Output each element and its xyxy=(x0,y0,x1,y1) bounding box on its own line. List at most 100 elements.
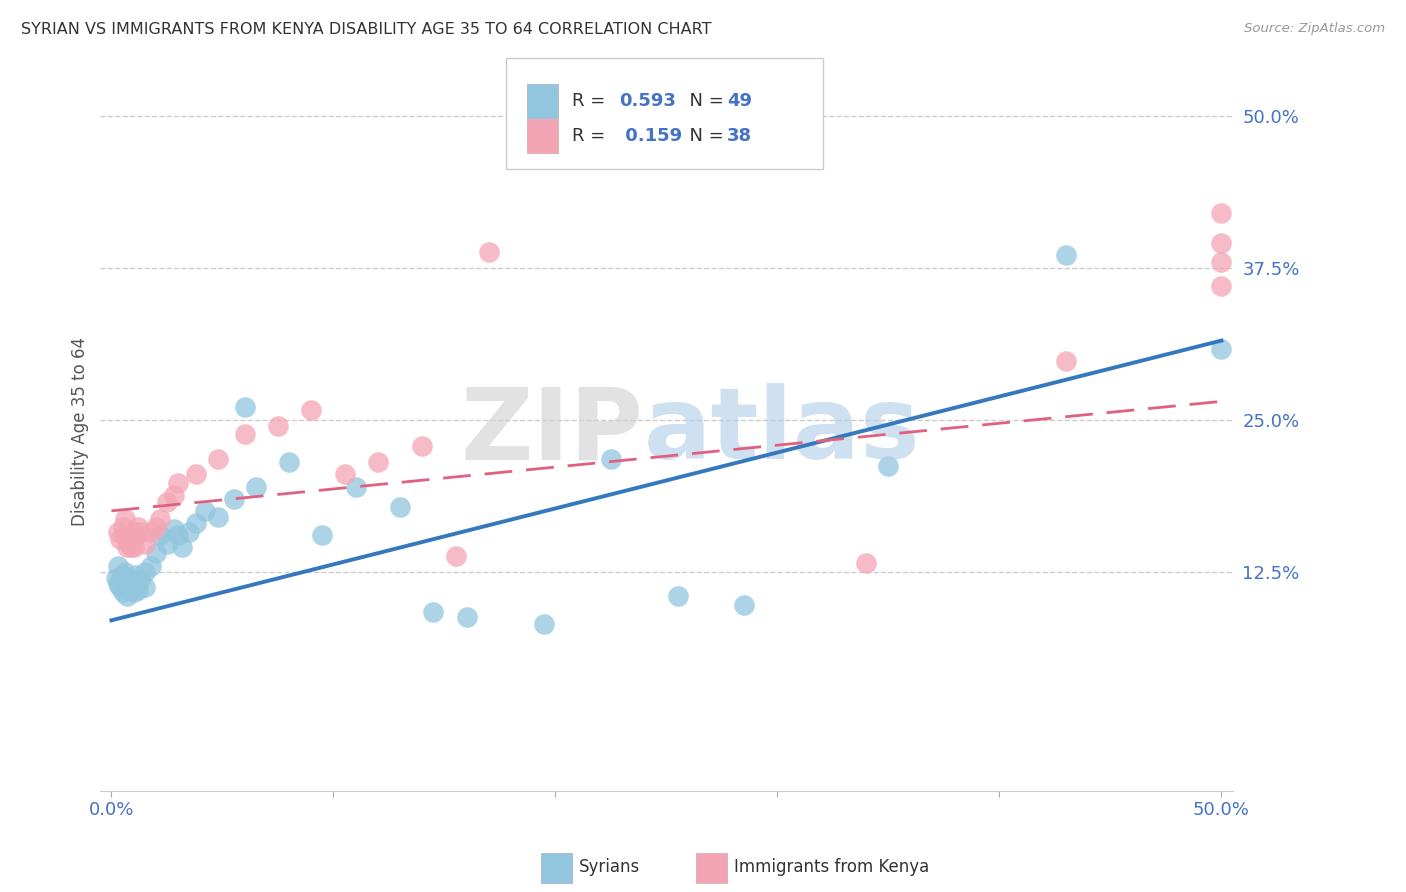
Point xyxy=(134,581,156,595)
Point xyxy=(855,556,877,570)
Point xyxy=(367,455,389,469)
Point xyxy=(122,585,145,599)
Point xyxy=(114,512,136,526)
Point xyxy=(344,479,367,493)
Point xyxy=(114,528,136,542)
Point xyxy=(122,524,145,539)
Text: ZIP: ZIP xyxy=(461,384,644,480)
Point xyxy=(118,581,141,595)
Point xyxy=(107,558,129,573)
Point xyxy=(111,585,134,599)
Point xyxy=(167,528,190,542)
Point xyxy=(122,541,145,555)
Text: SYRIAN VS IMMIGRANTS FROM KENYA DISABILITY AGE 35 TO 64 CORRELATION CHART: SYRIAN VS IMMIGRANTS FROM KENYA DISABILI… xyxy=(21,22,711,37)
Point xyxy=(222,491,245,506)
Point xyxy=(141,524,163,539)
Text: R =: R = xyxy=(572,128,612,145)
Point xyxy=(411,439,433,453)
Point xyxy=(114,565,136,579)
Point xyxy=(1211,278,1233,293)
Point xyxy=(1054,248,1077,262)
Text: 0.593: 0.593 xyxy=(619,93,675,111)
Point xyxy=(120,541,142,555)
Point xyxy=(333,467,356,482)
Text: 38: 38 xyxy=(727,128,752,145)
Point xyxy=(267,418,290,433)
Point xyxy=(122,577,145,591)
Point xyxy=(167,475,190,490)
Point xyxy=(233,427,256,442)
Point xyxy=(194,504,217,518)
Point xyxy=(733,598,755,612)
Point xyxy=(115,534,138,549)
Point xyxy=(107,524,129,539)
Point xyxy=(533,617,555,632)
Point xyxy=(233,401,256,415)
Point xyxy=(145,546,167,560)
Point xyxy=(118,528,141,542)
Point xyxy=(129,573,152,587)
Point xyxy=(134,565,156,579)
Point xyxy=(114,577,136,591)
Point xyxy=(666,589,689,603)
Point xyxy=(245,479,267,493)
Point xyxy=(877,458,900,473)
Point xyxy=(422,605,444,619)
Point xyxy=(149,512,172,526)
Point xyxy=(278,455,301,469)
Point xyxy=(156,495,179,509)
Point xyxy=(179,524,201,539)
Text: 0.159: 0.159 xyxy=(619,128,682,145)
Point xyxy=(110,573,132,587)
Point xyxy=(115,573,138,587)
Point xyxy=(1211,342,1233,356)
Point xyxy=(172,541,194,555)
Point xyxy=(110,532,132,546)
Text: atlas: atlas xyxy=(644,384,921,480)
Text: Syrians: Syrians xyxy=(579,858,641,876)
Point xyxy=(1211,236,1233,251)
Point xyxy=(1211,254,1233,268)
Point xyxy=(125,528,148,542)
Point xyxy=(125,568,148,582)
Point xyxy=(207,451,229,466)
Point xyxy=(115,541,138,555)
Point xyxy=(118,537,141,551)
Point xyxy=(478,244,501,259)
Point xyxy=(129,524,152,539)
Text: N =: N = xyxy=(678,128,730,145)
Point xyxy=(389,500,412,515)
Text: 49: 49 xyxy=(727,93,752,111)
Point xyxy=(149,528,172,542)
Point xyxy=(162,522,184,536)
Point xyxy=(104,571,127,585)
Point xyxy=(156,537,179,551)
Point xyxy=(162,488,184,502)
Point xyxy=(111,568,134,582)
Text: R =: R = xyxy=(572,93,612,111)
Point xyxy=(127,519,149,533)
Point xyxy=(141,558,163,573)
Point xyxy=(1211,206,1233,220)
Point xyxy=(299,403,322,417)
Point xyxy=(184,516,207,530)
Point xyxy=(311,528,333,542)
Text: Source: ZipAtlas.com: Source: ZipAtlas.com xyxy=(1244,22,1385,36)
Point xyxy=(110,581,132,595)
Point xyxy=(184,467,207,482)
Y-axis label: Disability Age 35 to 64: Disability Age 35 to 64 xyxy=(72,337,89,526)
Text: N =: N = xyxy=(678,93,730,111)
Point xyxy=(120,571,142,585)
Point xyxy=(118,573,141,587)
Point xyxy=(600,451,623,466)
Point xyxy=(127,582,149,597)
Point xyxy=(1054,354,1077,368)
Point xyxy=(120,582,142,597)
Point xyxy=(115,589,138,603)
Point xyxy=(107,577,129,591)
Text: Immigrants from Kenya: Immigrants from Kenya xyxy=(734,858,929,876)
Point xyxy=(444,549,467,563)
Point xyxy=(134,537,156,551)
Point xyxy=(111,519,134,533)
Point xyxy=(207,510,229,524)
